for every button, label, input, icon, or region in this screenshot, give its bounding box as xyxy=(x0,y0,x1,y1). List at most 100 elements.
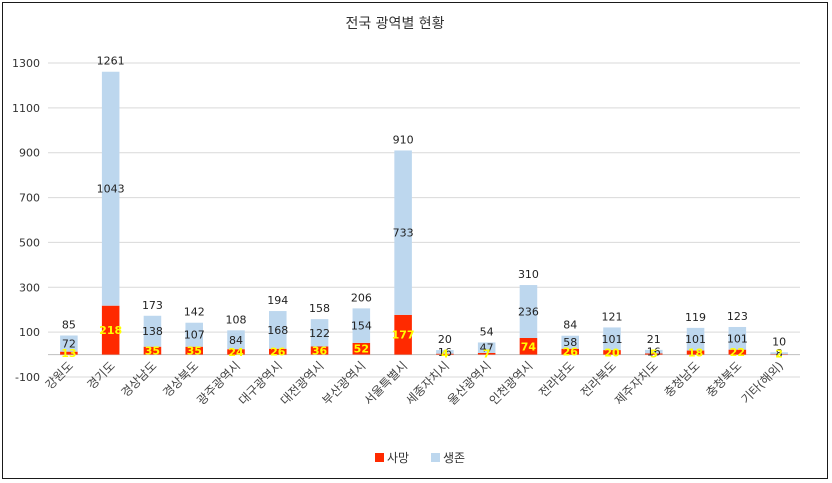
bar-survivors xyxy=(143,315,162,347)
x-category-label: 충청남도 xyxy=(662,359,703,400)
total-value-label: 194 xyxy=(267,294,288,307)
x-category-label: 대구광역시 xyxy=(236,359,285,408)
legend-swatch xyxy=(431,453,440,462)
bar-deaths xyxy=(519,337,538,355)
bar-deaths xyxy=(269,348,287,355)
bar-deaths xyxy=(352,342,371,355)
survivor-value-label: 84 xyxy=(229,334,243,347)
total-value-label: 123 xyxy=(727,310,748,323)
total-value-label: 54 xyxy=(480,325,494,338)
y-tick-label: 500 xyxy=(19,236,40,249)
total-value-label: 84 xyxy=(563,319,577,332)
total-value-label: 121 xyxy=(602,310,623,323)
y-tick-label: 300 xyxy=(19,281,40,294)
x-category-label: 부산광역시 xyxy=(320,359,369,408)
legend-swatch xyxy=(375,453,384,462)
bar-survivors xyxy=(477,342,496,354)
x-category-label: 경기도 xyxy=(84,359,117,392)
chart-title: 전국 광역별 현황 xyxy=(345,16,444,32)
bar-survivors xyxy=(436,350,454,354)
bar-survivors xyxy=(60,335,78,352)
bar-survivors xyxy=(352,308,371,343)
y-tick-label: 1100 xyxy=(12,102,40,115)
bar-deaths xyxy=(101,305,120,355)
x-category-label: 인천광역시 xyxy=(486,358,536,408)
death-value-label: 20 xyxy=(604,346,620,359)
x-category-label: 서울특별시 xyxy=(361,359,410,408)
bar-deaths xyxy=(436,353,454,355)
bar-deaths xyxy=(561,348,579,355)
y-tick-label: 700 xyxy=(19,192,40,205)
legend: 사망 생존 xyxy=(375,451,465,465)
bar-deaths xyxy=(227,349,245,355)
survivor-value-label: 72 xyxy=(62,338,76,351)
x-category-label: 울산광역시 xyxy=(445,359,494,408)
bar-deaths xyxy=(394,314,412,355)
x-category-label: 광주광역시 xyxy=(194,359,243,408)
total-value-label: 119 xyxy=(685,311,706,324)
death-value-label: 24 xyxy=(228,346,244,359)
survivor-value-label: 1043 xyxy=(97,183,125,196)
bar-deaths xyxy=(728,349,747,355)
x-category-label: 전라북도 xyxy=(578,359,619,400)
y-tick-label: -100 xyxy=(15,371,40,384)
total-value-label: 173 xyxy=(142,299,163,312)
total-value-label: 21 xyxy=(647,333,661,346)
bar-deaths xyxy=(60,351,78,355)
death-value-label: 26 xyxy=(270,346,286,359)
x-category-label: 대전광역시 xyxy=(278,359,327,408)
x-category-label: 충청북도 xyxy=(703,359,744,400)
bar-survivors xyxy=(101,71,120,306)
legend-label: 사망 xyxy=(387,451,409,465)
death-value-label: 36 xyxy=(312,345,328,358)
survivor-value-label: 107 xyxy=(184,329,205,342)
bar-survivors xyxy=(519,285,538,338)
total-value-label: 85 xyxy=(62,319,76,332)
death-value-label: 7 xyxy=(483,348,491,361)
survivor-value-label: 101 xyxy=(685,333,706,346)
bar-survivors xyxy=(603,327,621,351)
x-category-label: 경상북도 xyxy=(160,359,201,400)
bar-deaths xyxy=(686,350,705,355)
survivor-value-label: 236 xyxy=(518,306,539,319)
x-category-label: 강원도 xyxy=(43,359,76,392)
survivor-value-label: 138 xyxy=(142,325,163,338)
death-value-label: 74 xyxy=(521,340,537,353)
survivor-value-label: 101 xyxy=(602,333,623,346)
bar-survivors xyxy=(310,319,329,347)
bar-deaths xyxy=(477,353,496,355)
x-category-label: 세종자치시 xyxy=(403,359,452,408)
bar-survivors xyxy=(645,349,663,354)
total-value-label: 1261 xyxy=(97,55,125,68)
y-tick-label: 900 xyxy=(19,147,40,160)
total-value-label: 142 xyxy=(184,306,205,319)
survivor-value-label: 8 xyxy=(776,347,783,360)
bar-deaths xyxy=(185,346,203,355)
bar-deaths xyxy=(143,346,162,355)
total-value-label: 310 xyxy=(518,268,539,281)
x-category-label: 기타(해외) xyxy=(738,359,786,407)
death-value-label: 5 xyxy=(650,348,658,361)
total-value-label: 20 xyxy=(438,333,452,346)
total-value-label: 158 xyxy=(309,302,330,315)
bar-survivors xyxy=(561,335,579,349)
death-value-label: 35 xyxy=(187,345,202,358)
bar-survivors xyxy=(227,330,245,350)
survivor-value-label: 733 xyxy=(393,227,414,240)
total-value-label: 206 xyxy=(351,291,372,304)
death-value-label: 26 xyxy=(563,346,579,359)
survivor-value-label: 122 xyxy=(309,327,330,340)
death-value-label: 2 xyxy=(775,348,783,361)
bar-deaths xyxy=(310,346,329,355)
y-tick-label: 1300 xyxy=(12,57,40,70)
y-tick-label: 100 xyxy=(19,326,40,339)
bar-deaths xyxy=(645,353,663,355)
death-value-label: 52 xyxy=(354,343,369,356)
survivor-value-label: 16 xyxy=(647,346,661,359)
total-value-label: 108 xyxy=(226,313,247,326)
bar-survivors xyxy=(728,326,747,350)
bar-survivors xyxy=(394,150,412,315)
death-value-label: 18 xyxy=(688,347,703,360)
